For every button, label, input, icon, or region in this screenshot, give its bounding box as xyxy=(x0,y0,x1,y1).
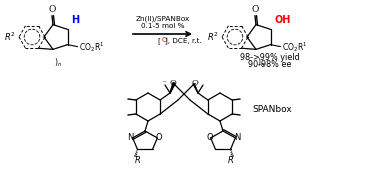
Text: [: [ xyxy=(158,37,160,44)
Text: O: O xyxy=(192,79,198,87)
Text: $R^2$: $R^2$ xyxy=(4,31,16,43)
Polygon shape xyxy=(170,83,175,93)
Text: ], DCE, r.t.: ], DCE, r.t. xyxy=(165,37,202,44)
Text: ‒: ‒ xyxy=(162,79,166,84)
Text: O: O xyxy=(170,79,176,87)
Text: )$_n$: )$_n$ xyxy=(54,56,62,69)
Text: 0.1-5 mol %: 0.1-5 mol % xyxy=(141,23,184,29)
Text: N: N xyxy=(234,133,241,142)
Text: )$_n$: )$_n$ xyxy=(257,56,265,69)
Text: OH: OH xyxy=(275,15,291,25)
Text: O: O xyxy=(155,133,162,142)
Text: 98->99% yield: 98->99% yield xyxy=(240,53,300,62)
Text: O: O xyxy=(206,133,213,142)
Text: H: H xyxy=(71,15,79,25)
Text: O: O xyxy=(162,37,167,43)
Text: O: O xyxy=(252,5,259,14)
Text: $R^2$: $R^2$ xyxy=(207,31,219,43)
Text: SPANbox: SPANbox xyxy=(252,105,292,114)
Text: 90-98% ee: 90-98% ee xyxy=(248,60,292,69)
Text: O: O xyxy=(49,5,56,14)
Text: CO$_2$R$^1$: CO$_2$R$^1$ xyxy=(282,40,307,54)
Text: N: N xyxy=(127,133,134,142)
Text: CO$_2$R$^1$: CO$_2$R$^1$ xyxy=(78,40,104,54)
Text: R: R xyxy=(228,156,234,165)
Text: Zn(II)/SPANBox: Zn(II)/SPANBox xyxy=(135,15,190,22)
Text: R: R xyxy=(134,156,140,165)
